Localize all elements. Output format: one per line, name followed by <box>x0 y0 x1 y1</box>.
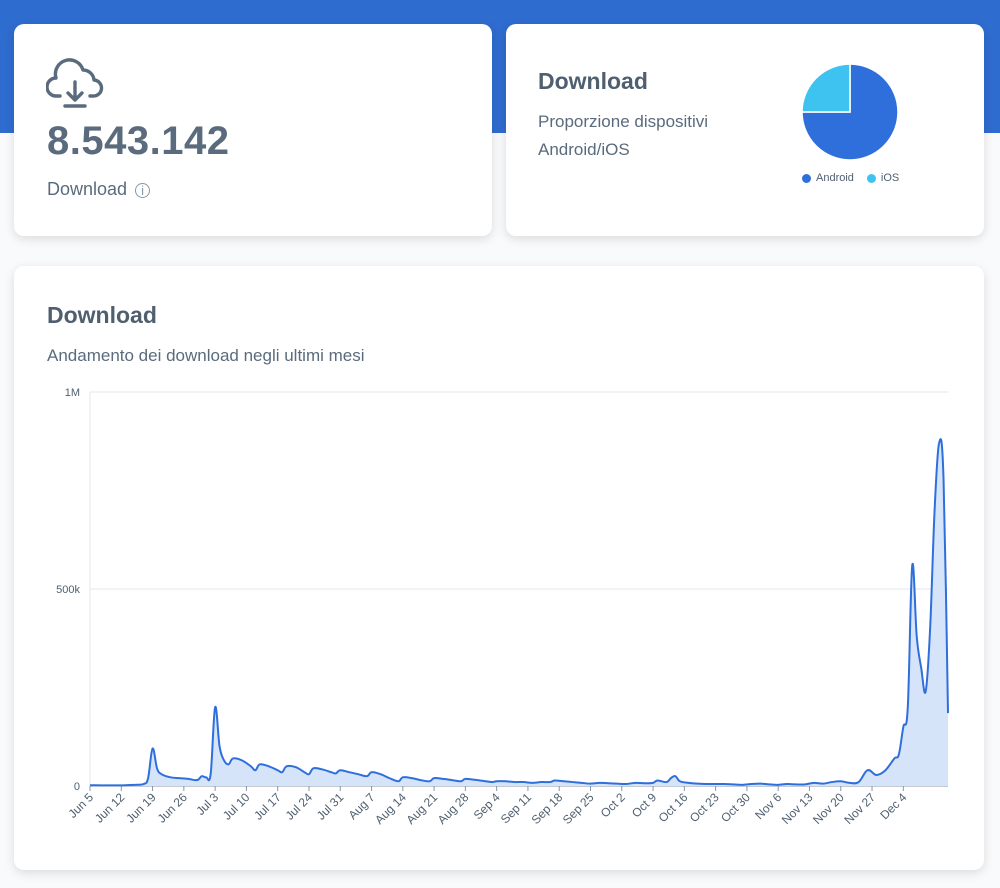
legend-android-swatch <box>802 173 811 183</box>
x-tick-label: Aug 28 <box>435 790 472 827</box>
legend-ios-swatch <box>866 173 876 183</box>
device-card-subtitle: Proporzione dispositivi Android/iOS <box>538 108 708 164</box>
trend-card-title: Download <box>47 302 157 328</box>
x-tick-label: Nov 13 <box>779 790 816 827</box>
x-tick-label: Oct 30 <box>718 790 753 825</box>
device-card-title: Download <box>538 68 648 94</box>
total-downloads-value: 8.543.142 <box>47 119 230 163</box>
x-tick-label: Nov 27 <box>841 790 878 827</box>
y-tick-label: 1M <box>65 387 80 399</box>
legend-ios-label: iOS <box>880 172 900 184</box>
total-downloads-label-text: Download <box>47 179 128 199</box>
device-pie-chart <box>801 63 899 161</box>
legend-android-label: Android <box>816 172 854 184</box>
x-tick-label: Nov 20 <box>810 790 847 827</box>
y-tick-label: 500k <box>56 584 80 596</box>
x-tick-label: Jun 19 <box>123 790 159 826</box>
device-card-subtitle-line1: Proporzione dispositivi <box>538 112 709 131</box>
x-tick-label: Oct 23 <box>687 790 722 825</box>
x-tick-label: Jun 12 <box>92 790 128 826</box>
x-tick-label: Jul 3 <box>193 790 221 818</box>
x-tick-label: Aug 14 <box>372 790 409 827</box>
device-proportion-card: Download Proporzione dispositivi Android… <box>506 24 984 236</box>
x-tick-label: Aug 21 <box>403 790 440 827</box>
y-tick-label: 0 <box>74 781 80 793</box>
pie-slice-android[interactable] <box>801 63 899 161</box>
pie-legend: Android iOS <box>802 172 899 184</box>
x-tick-label: Jul 10 <box>220 790 253 823</box>
x-tick-label: Sep 11 <box>498 790 534 826</box>
pie-slice-ios[interactable] <box>801 63 851 113</box>
x-tick-label: Sep 18 <box>529 790 566 827</box>
x-tick-label: Jul 17 <box>251 790 284 823</box>
x-tick-label: Dec 4 <box>877 790 909 822</box>
x-tick-label: Oct 16 <box>656 790 691 825</box>
info-icon[interactable]: i <box>135 182 151 198</box>
x-tick-label: Sep 25 <box>560 790 597 827</box>
cloud-download-icon <box>46 58 104 108</box>
x-tick-label: Jul 24 <box>283 790 316 823</box>
x-tick-label: Jul 31 <box>314 790 347 823</box>
total-downloads-label: Download i <box>47 179 151 200</box>
device-card-subtitle-line2: Android/iOS <box>538 140 630 159</box>
series-line-download <box>89 438 949 787</box>
download-trend-card: Download Andamento dei download negli ul… <box>14 266 984 870</box>
x-tick-label: Jun 26 <box>155 790 191 826</box>
x-tick-label: Oct 2 <box>598 790 628 820</box>
total-downloads-card: 8.543.142 Download i <box>14 24 492 236</box>
trend-card-subtitle: Andamento dei download negli ultimi mesi <box>47 346 365 365</box>
